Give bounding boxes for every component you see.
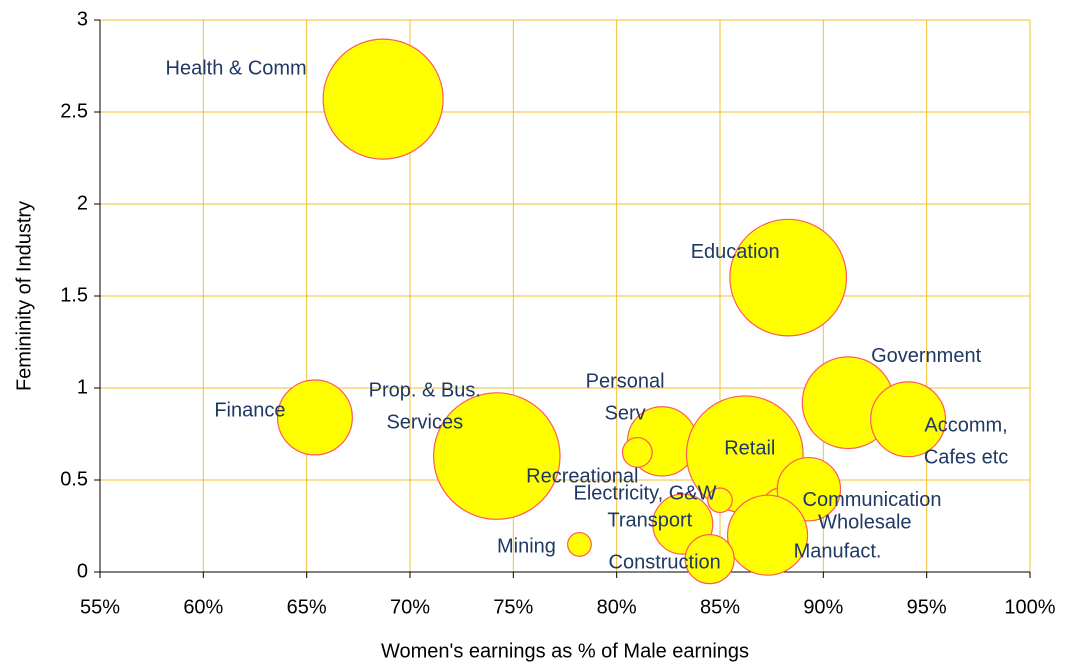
bubble-label: Serv xyxy=(605,403,646,425)
bubble-label: Recreational xyxy=(526,466,638,488)
bubble-label: Manufact. xyxy=(794,540,882,562)
x-tick-label: 75% xyxy=(493,596,533,618)
bubble-label: Construction xyxy=(609,551,721,573)
bubble-label: Finance xyxy=(214,400,285,422)
bubble xyxy=(870,381,947,458)
y-tick-label: 2 xyxy=(77,192,88,214)
bubble-label: Accomm, xyxy=(924,415,1007,437)
x-tick-label: 95% xyxy=(907,596,947,618)
bubble-label: Personal xyxy=(586,371,665,393)
bubble-label: Services xyxy=(386,411,463,433)
bubble-label: Prop. & Bus. xyxy=(369,379,481,401)
bubble xyxy=(567,531,592,557)
y-tick-label: 3 xyxy=(77,8,88,30)
bubble-label: Government xyxy=(871,345,981,367)
x-tick-label: 60% xyxy=(183,596,223,618)
bubble xyxy=(432,392,561,520)
bubble xyxy=(276,379,353,456)
bubble-label: Health & Comm xyxy=(166,57,307,79)
y-tick-label: 1.5 xyxy=(60,284,88,306)
x-tick-label: 100% xyxy=(1004,596,1055,618)
x-tick-label: 55% xyxy=(80,596,120,618)
bubble-label: Electricity, G&W xyxy=(574,483,717,505)
x-axis-label: Women's earnings as % of Male earnings xyxy=(381,640,749,662)
bubble xyxy=(707,487,733,514)
bubble-label: Wholesale xyxy=(818,511,911,533)
bubble xyxy=(322,38,444,160)
bubble-label: Mining xyxy=(497,536,556,558)
bubble xyxy=(729,218,848,337)
x-tick-label: 85% xyxy=(700,596,740,618)
bubble-label: Transport xyxy=(607,509,692,531)
bubble xyxy=(726,494,809,576)
x-tick-label: 80% xyxy=(597,596,637,618)
y-tick-label: 0.5 xyxy=(60,468,88,490)
bubble xyxy=(621,436,653,468)
bubble-label: Communication xyxy=(803,489,942,511)
x-tick-label: 90% xyxy=(803,596,843,618)
x-tick-label: 70% xyxy=(390,596,430,618)
y-tick-label: 0 xyxy=(77,560,88,582)
bubble-label: Education xyxy=(691,241,780,263)
y-axis-label: Femininity of Industry xyxy=(13,201,35,391)
bubble-label: Cafes etc xyxy=(924,447,1008,469)
y-tick-label: 2.5 xyxy=(60,100,88,122)
bubble-label: Retail xyxy=(724,438,775,460)
y-tick-label: 1 xyxy=(77,376,88,398)
bubble xyxy=(684,534,735,585)
x-tick-label: 65% xyxy=(287,596,327,618)
